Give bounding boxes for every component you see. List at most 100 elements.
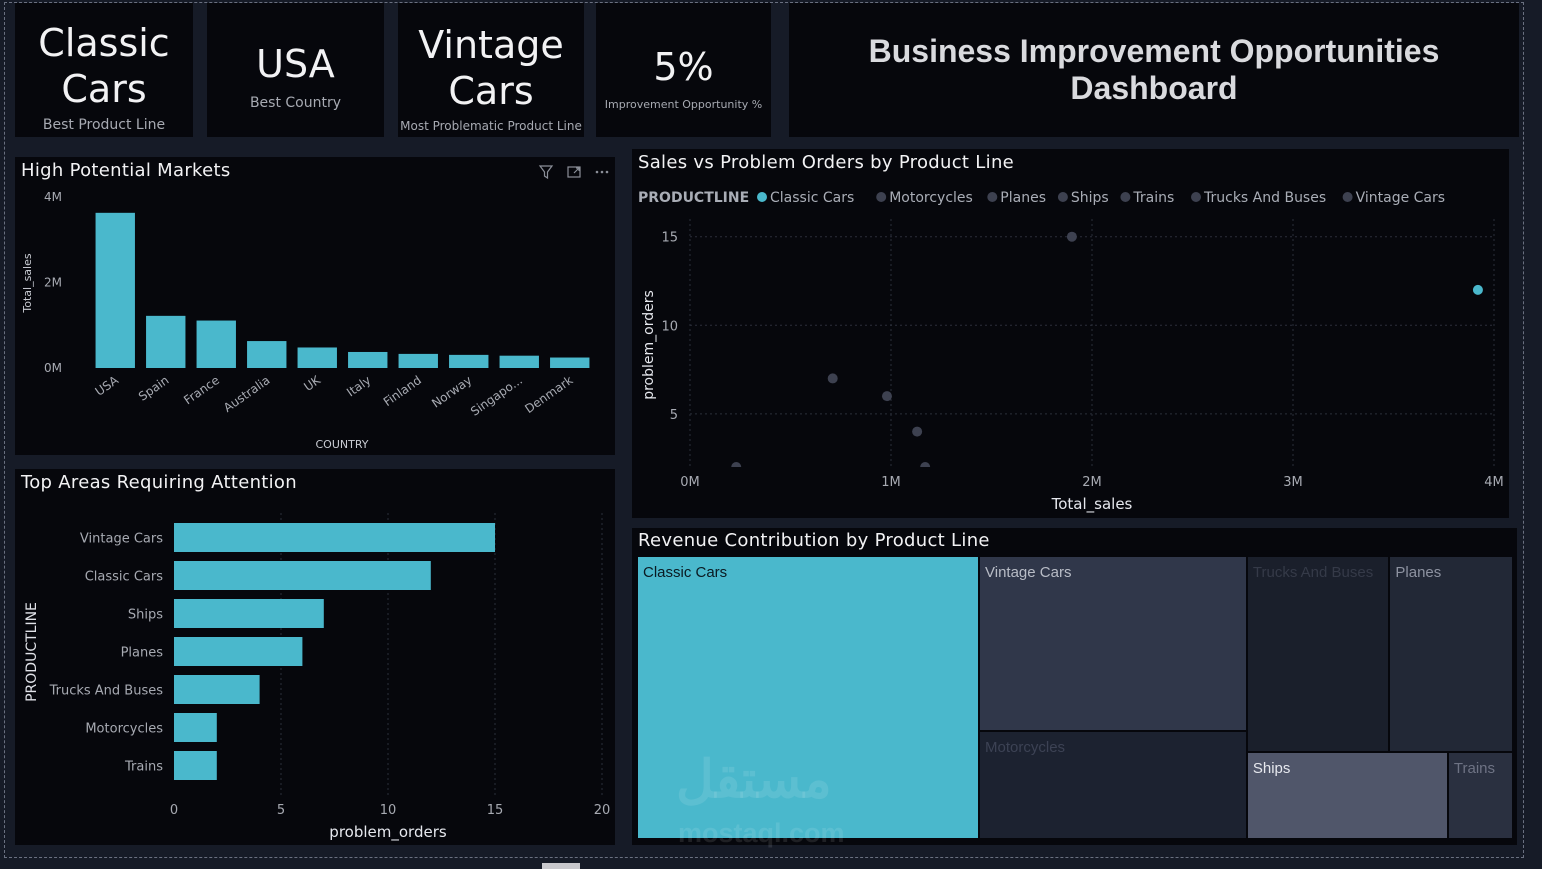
bar-motorcycles [174, 713, 217, 742]
watermark-arabic: مستقل [676, 751, 832, 809]
revenue-contribution-visual[interactable]: Revenue Contribution by Product Line Cla… [632, 528, 1517, 845]
visual-title: Top Areas Requiring Attention [21, 472, 297, 493]
focus-mode-icon[interactable] [566, 164, 582, 180]
legend-item: Motorcycles [889, 190, 973, 206]
bar-italy [348, 351, 388, 368]
legend-marker [1120, 192, 1131, 202]
watermark-latin: mostaql.com [678, 818, 845, 848]
kpi-caption: Most Problematic Product Line [400, 119, 582, 133]
x-tick-label: 0M [680, 475, 700, 490]
bar-trains [174, 751, 217, 780]
legend-item: Vintage Cars [1356, 190, 1445, 206]
x-tick-label: 4M [1484, 475, 1504, 490]
x-tick-label: Denmark [522, 373, 575, 416]
bar-planes [174, 637, 303, 666]
visual-title: High Potential Markets [21, 160, 231, 181]
kpi-value-line2: Cars [448, 69, 534, 113]
x-tick-label: 0 [170, 803, 178, 818]
y-tick-label: Trucks And Buses [49, 684, 164, 699]
y-tick-label: Ships [128, 608, 163, 623]
legend-item: Trucks And Buses [1203, 190, 1326, 206]
treemap-cell-vintage-cars[interactable]: Vintage Cars [980, 557, 1246, 731]
legend-title: PRODUCTLINE [638, 190, 749, 206]
legend-marker [757, 192, 767, 202]
visual-title: Revenue Contribution by Product Line [638, 530, 990, 551]
treemap-cell-planes[interactable]: Planes [1390, 557, 1512, 751]
point-trains [731, 462, 742, 467]
dashboard-title-card: Business Improvement Opportunities Dashb… [789, 3, 1519, 137]
sales-vs-problem-orders-visual[interactable]: Sales vs Problem Orders by Product Line … [632, 149, 1509, 518]
treemap-label: Motorcycles [985, 739, 1066, 757]
treemap-cell-ships[interactable]: Ships [1247, 752, 1447, 838]
bar-ships [174, 599, 324, 628]
y-tick-label: Classic Cars [85, 570, 163, 585]
x-tick-label: 20 [594, 803, 611, 818]
bar-norway [449, 354, 489, 368]
legend-item: Trains [1132, 190, 1174, 206]
bar-australia [247, 341, 287, 368]
horizontal-scrollbar-thumb[interactable] [542, 863, 580, 869]
x-tick-label: 5 [277, 803, 285, 818]
kpi-best-product-line[interactable]: Classic Cars Best Product Line [15, 3, 193, 137]
x-tick-label: Singapo... [468, 373, 525, 419]
kpi-value-line1: Vintage [418, 23, 564, 67]
x-tick-label: 10 [380, 803, 397, 818]
more-options-icon[interactable] [594, 164, 610, 180]
legend-item: Planes [1000, 190, 1046, 206]
bar-singapo- [499, 355, 539, 368]
kpi-best-country[interactable]: USA Best Country [207, 3, 384, 137]
x-tick-label: UK [301, 372, 324, 394]
bar-france [196, 320, 236, 368]
bar-denmark [550, 357, 590, 368]
treemap-cell-trains[interactable]: Trains [1448, 752, 1512, 838]
treemap-cell-motorcycles[interactable]: Motorcycles [980, 732, 1246, 838]
y-axis-title: Total_sales [21, 253, 34, 313]
x-tick-label: 15 [487, 803, 504, 818]
treemap-label: Classic Cars [643, 564, 728, 581]
kpi-value: 5% [653, 45, 714, 89]
y-tick-label: 5 [670, 408, 678, 423]
treemap-label: Vintage Cars [985, 564, 1072, 581]
point-planes [881, 391, 892, 402]
y-tick-label: Motorcycles [85, 722, 163, 737]
treemap-cell-trucks-and-buses[interactable]: Trucks And Buses [1247, 557, 1389, 751]
point-classic-cars [1472, 284, 1483, 295]
treemap-cell-classic-cars[interactable]: Classic Cars [638, 557, 979, 838]
legend-marker [1057, 192, 1068, 202]
x-tick-label: USA [93, 373, 122, 399]
kpi-improvement-opportunity[interactable]: 5% Improvement Opportunity % [596, 3, 771, 137]
dashboard-title: Business Improvement Opportunities Dashb… [869, 33, 1440, 107]
y-tick-label: Vintage Cars [80, 532, 163, 547]
x-tick-label: Italy [344, 373, 373, 399]
y-axis-title: PRODUCTLINE [24, 602, 40, 702]
treemap-label: Planes [1395, 564, 1442, 581]
legend-marker [987, 192, 998, 202]
point-trucks-and-buses [912, 426, 923, 437]
bar-usa [95, 212, 135, 368]
bar-uk [297, 347, 337, 368]
x-axis-title: problem_orders [329, 823, 447, 842]
top-areas-chart: PRODUCTLINE problem_orders 0 5 10 15 20 Vinta… [24, 513, 611, 842]
kpi-most-problematic-product-line[interactable]: Vintage Cars Most Problematic Product Li… [398, 3, 584, 137]
high-potential-markets-visual[interactable]: High Potential Markets Total_sales COUNT… [15, 157, 615, 455]
dashboard-title-line1: Business Improvement Opportunities [868, 33, 1440, 69]
bar-vintage-cars [174, 523, 495, 552]
bar-finland [398, 353, 438, 368]
legend-marker [1191, 192, 1201, 202]
x-axis-title: Total_sales [1051, 495, 1133, 514]
y-tick-label: 4M [44, 190, 62, 204]
x-tick-label: Spain [136, 373, 171, 404]
top-areas-visual[interactable]: Top Areas Requiring Attention PRODUCTLIN… [15, 469, 615, 845]
visual-title: Sales vs Problem Orders by Product Line [638, 152, 1015, 173]
point-motorcycles [920, 462, 931, 467]
x-tick-label: 2M [1082, 475, 1102, 490]
kpi-value: Classic Cars [15, 20, 193, 112]
y-tick-label: 15 [661, 231, 678, 246]
treemap-label: Trains [1453, 759, 1495, 777]
kpi-value-line1: Classic [38, 21, 170, 65]
legend-marker [876, 192, 887, 202]
kpi-value: Vintage Cars [398, 22, 584, 114]
sales-vs-problem-orders-chart: PRODUCTLINE problem_orders Total_sales C… [638, 190, 1504, 514]
bar-classic-cars [174, 561, 431, 590]
filter-icon[interactable] [538, 164, 554, 180]
